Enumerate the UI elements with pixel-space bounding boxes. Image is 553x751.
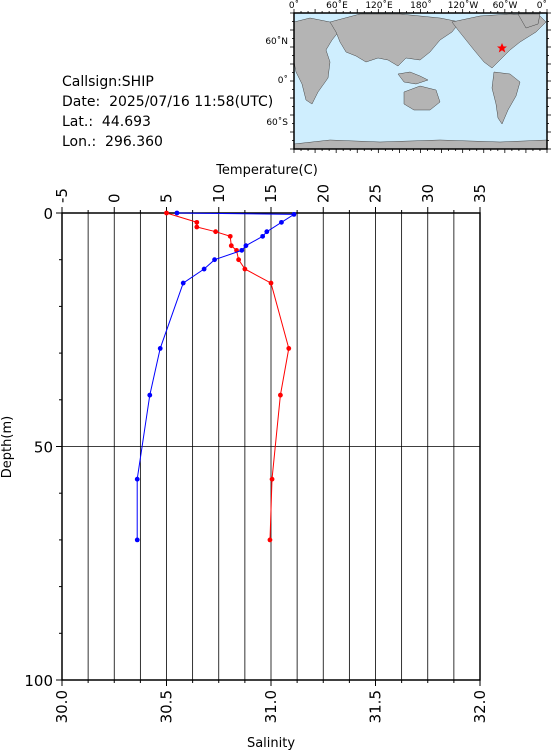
- salinity-data-point: [264, 229, 270, 235]
- temperature-data-point: [236, 257, 242, 263]
- temperature-tick-label: 15: [262, 184, 280, 203]
- temperature-data-point: [194, 224, 200, 230]
- depth-axis-title: Depth(m): [0, 416, 15, 478]
- salinity-data-point: [147, 392, 153, 398]
- red-star-icon: [497, 43, 507, 53]
- plot-frame: [61, 212, 481, 681]
- temperature-tick-label: 30: [419, 184, 437, 203]
- map-longitude-labels: 0˚ 60˚E 120˚E 180˚ 120˚W 60˚W 0˚: [289, 0, 547, 11]
- temperature-axis-title: Temperature(C): [215, 163, 318, 178]
- map-longitude-label: 120˚E: [365, 0, 393, 11]
- depth-tick-labels: 0 50 100: [24, 205, 53, 690]
- salinity-data-point: [239, 247, 245, 253]
- salinity-tick-label: 31.0: [262, 690, 280, 723]
- plot-grid: [62, 213, 480, 680]
- salinity-data-point: [279, 219, 284, 225]
- salinity-data-point: [243, 243, 249, 249]
- salinity-data-point: [212, 257, 217, 263]
- map-land-indonesia: [397, 71, 429, 85]
- temperature-data-point: [228, 243, 234, 249]
- map-land-greenland: [517, 13, 541, 29]
- salinity-data-point: [291, 212, 297, 217]
- temperature-data-point: [213, 229, 219, 235]
- temperature-tick-labels: -5 0 5 10 15 20 25 30 35: [53, 184, 489, 203]
- temperature-tick-label: 10: [210, 184, 228, 203]
- salinity-data-point: [134, 537, 140, 543]
- salinity-data-point: [157, 346, 163, 351]
- map-longitude-label: 0˚: [289, 0, 299, 11]
- salinity-tick-label: 32.0: [471, 690, 489, 723]
- temperature-profile-line: [166, 212, 290, 540]
- salinity-tick-label: 31.5: [367, 690, 385, 723]
- map-land-south-america: [491, 71, 521, 125]
- temperature-data-point: [227, 233, 233, 239]
- series-layer: [134, 210, 297, 543]
- temperature-data-point: [268, 280, 274, 286]
- longitude-text: Lon.: 296.360: [62, 134, 163, 150]
- map-land-australia: [403, 85, 441, 111]
- salinity-tick-labels: 30.0 30.5 31.0 31.5 32.0: [53, 690, 489, 723]
- callsign-text: Callsign:SHIP: [62, 74, 154, 90]
- temperature-tick-label: -5: [53, 188, 71, 203]
- salinity-data-point: [201, 266, 207, 272]
- map-ticks: [290, 9, 551, 153]
- map-longitude-label: 60˚W: [493, 0, 518, 11]
- temperature-tick-label: 5: [158, 193, 176, 203]
- salinity-axis-title: Salinity: [247, 736, 295, 751]
- depth-tick-label: 100: [24, 672, 53, 690]
- map-longitude-label: 0˚: [537, 0, 547, 11]
- temperature-data-point: [164, 210, 169, 216]
- temperature-data-point: [269, 476, 275, 482]
- salinity-profile-line: [136, 212, 296, 540]
- map-longitude-label: 180˚: [410, 0, 432, 11]
- profile-plot: -5 0 5 10 15 20 25 30 35 30.0 30.5 31.0 31.5 32.0 05…: [0, 163, 489, 751]
- depth-tick-label: 50: [34, 439, 53, 457]
- map-latitude-label: 60˚N: [265, 36, 288, 47]
- temperature-data-point: [242, 266, 248, 272]
- temperature-data-point: [278, 392, 283, 398]
- salinity-tick-label: 30.5: [158, 690, 176, 723]
- temperature-data-point: [286, 346, 292, 351]
- temperature-tick-label: 25: [367, 184, 385, 203]
- salinity-data-point: [174, 210, 180, 216]
- salinity-data-point: [134, 476, 140, 482]
- map-land: [293, 13, 548, 150]
- salinity-data-point: [180, 280, 186, 286]
- temperature-tick-label: 35: [471, 184, 489, 203]
- map-latitude-label: 60˚S: [266, 117, 288, 128]
- latitude-text: Lat.: 44.693: [62, 114, 151, 130]
- salinity-tick-label: 30.0: [53, 690, 71, 723]
- temperature-data-point: [194, 219, 200, 225]
- date-text: Date: 2025/07/16 11:58(UTC): [62, 94, 274, 110]
- depth-tick-label: 0: [43, 205, 53, 223]
- map-longitude-label: 120˚W: [448, 0, 479, 11]
- map-longitude-label: 60˚E: [326, 0, 348, 11]
- map-latitude-labels: 60˚N 0˚ 60˚S: [265, 36, 288, 128]
- salinity-data-point: [260, 233, 266, 239]
- map-land-asia: [329, 13, 461, 67]
- location-map: 0˚ 60˚E 120˚E 180˚ 120˚W 60˚W 0˚ 60˚N 0˚ 60˚S: [265, 0, 551, 153]
- temperature-tick-label: 0: [105, 193, 123, 203]
- temperature-data-point: [267, 537, 273, 543]
- temperature-tick-label: 20: [314, 184, 332, 203]
- map-latitude-label: 0˚: [278, 75, 288, 86]
